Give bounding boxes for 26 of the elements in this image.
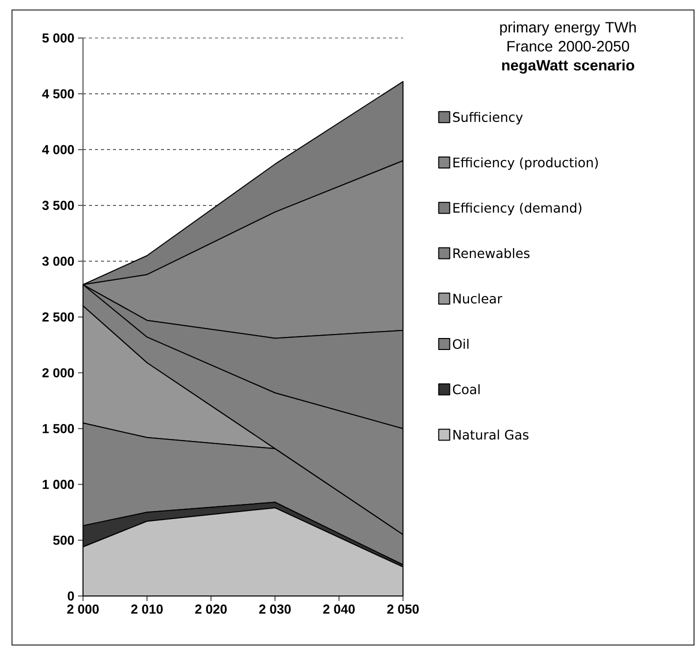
y-tick-label: 1 500	[42, 424, 74, 434]
legend-label: Efficiency (production)	[453, 157, 598, 170]
legend-label: Renewables	[453, 248, 530, 258]
y-tick-label: 500	[53, 536, 74, 545]
x-tick-label: 2 000	[67, 604, 99, 614]
x-tick-label: 2 010	[131, 604, 163, 614]
y-tick-label: 2 500	[42, 312, 74, 322]
y-tick-label: 2 000	[42, 368, 74, 378]
y-tick-label: 0	[68, 591, 74, 601]
legend-label: Sufficiency	[453, 112, 523, 125]
y-tick-label: 4 000	[42, 144, 74, 154]
y-tick-label: 4 500	[42, 89, 74, 98]
x-tick-label: 2 040	[323, 604, 355, 614]
text: negaWatt scenario	[502, 60, 634, 74]
legend-label: Nuclear	[453, 293, 502, 304]
y-tick-label: 3 500	[42, 200, 74, 210]
legend-label: Oil	[452, 338, 468, 349]
y-tick-label: 3 000	[42, 256, 74, 266]
y-tick-label: 1 000	[42, 480, 74, 489]
legend-label: Coal	[452, 384, 480, 394]
x-tick-label: 2 030	[259, 604, 291, 614]
x-tick-label: 2 050	[387, 604, 419, 614]
legend-label: Natural Gas	[453, 430, 528, 440]
legend-label: Efficiency (demand)	[453, 202, 582, 216]
y-tick-label: 5 000	[42, 33, 74, 43]
x-tick-label: 2 020	[195, 604, 227, 614]
